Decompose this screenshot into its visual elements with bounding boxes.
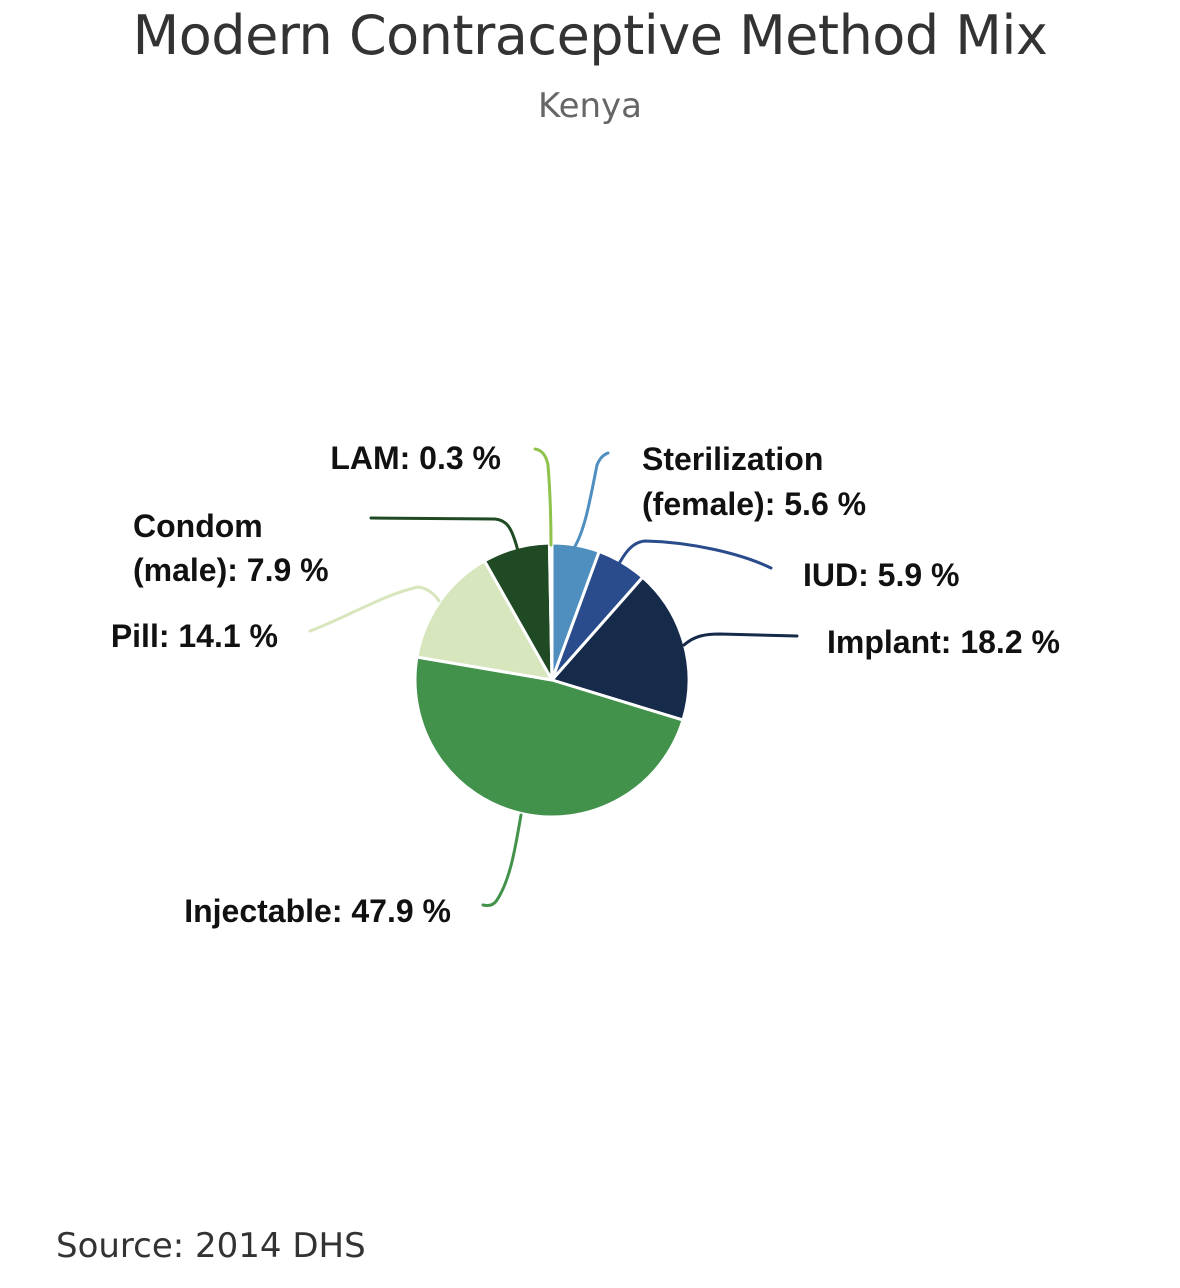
data-label-lam: LAM: 0.3 % — [330, 440, 501, 476]
chart-subtitle: Kenya — [537, 86, 643, 126]
pie-slice-injectable — [413, 655, 685, 819]
connector-condom-male — [369, 516, 520, 553]
data-label-implant: Implant: 18.2 % — [827, 624, 1060, 660]
connector-lam — [533, 447, 553, 547]
source-note: Source: 2014 DHS — [56, 1226, 366, 1266]
data-label-pill: Pill: 14.1 % — [111, 618, 278, 654]
chart-title: Modern Contraceptive Method Mix — [132, 4, 1048, 67]
data-label-iud: IUD: 5.9 % — [803, 557, 959, 593]
connector-injectable — [481, 813, 523, 907]
data-label-injectable: Injectable: 47.9 % — [184, 893, 451, 929]
connector-pill — [308, 585, 441, 633]
pie-slice-implant — [550, 575, 691, 722]
data-label-sterilization-female: Sterilization (female): 5.6 % — [642, 441, 866, 522]
data-label-condom-male: Condom (male): 7.9 % — [133, 508, 329, 588]
connector-iud — [618, 539, 773, 570]
connector-implant — [682, 632, 799, 647]
connector-sterilization-female — [572, 451, 610, 550]
